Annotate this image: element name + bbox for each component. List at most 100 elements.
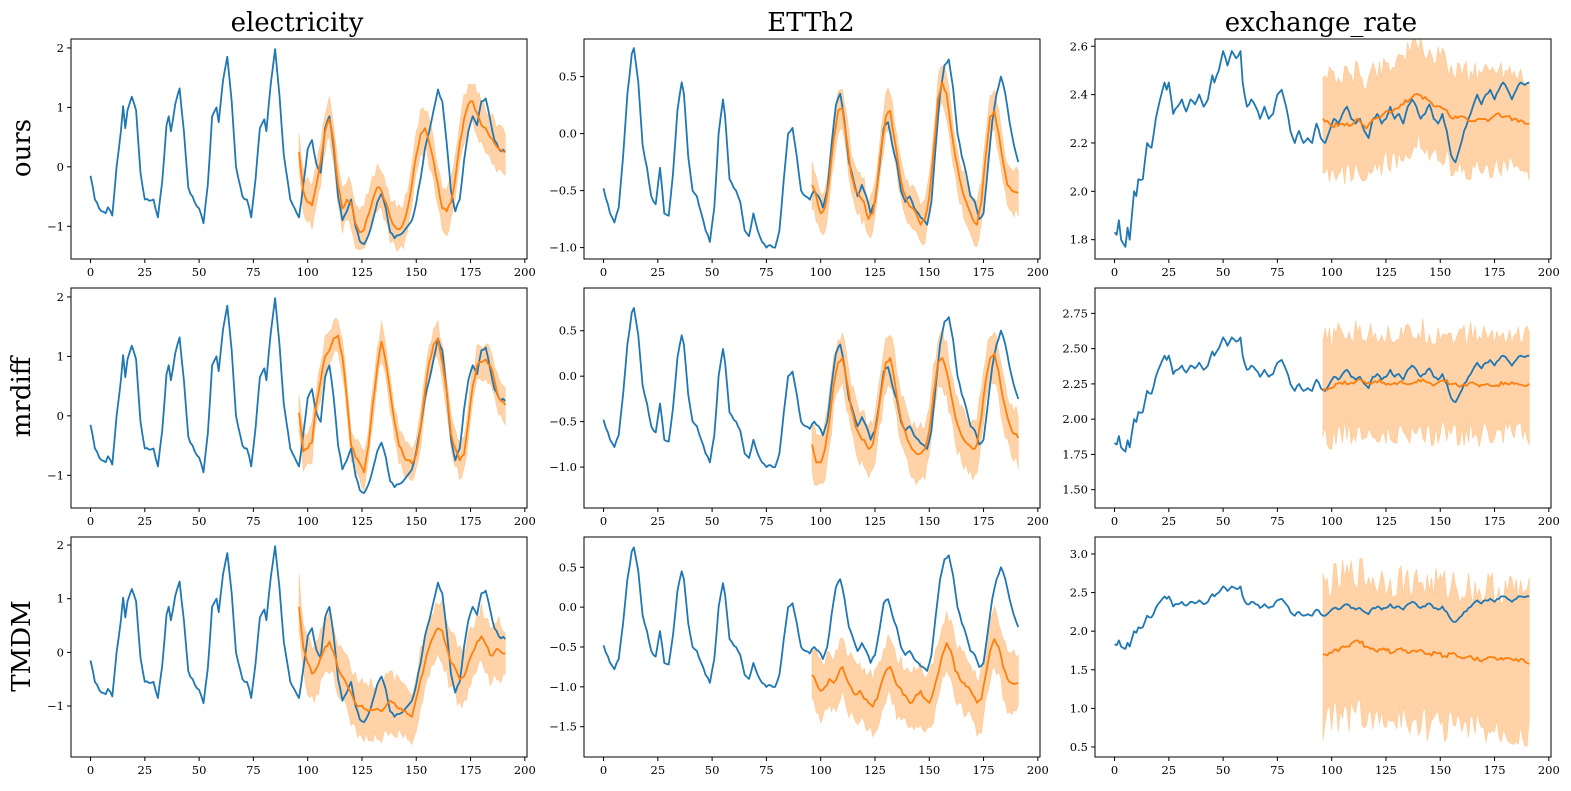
ground-truth-line <box>89 48 506 245</box>
x-tick-label: 175 <box>460 265 482 279</box>
x-tick-label: 50 <box>705 514 720 528</box>
y-tick-label: −1 <box>47 699 64 713</box>
x-tick-label: 125 <box>864 265 886 279</box>
y-tick-label: 1 <box>57 349 64 363</box>
forecast-line <box>298 334 507 474</box>
ground-truth-line <box>1114 336 1530 453</box>
y-tick-label: 1.75 <box>1062 447 1088 461</box>
x-tick-label: 50 <box>705 265 720 279</box>
y-tick-label: 0.0 <box>559 369 577 383</box>
ground-truth-line <box>1114 585 1530 650</box>
y-tick-label: −0.5 <box>549 184 577 198</box>
y-tick-label: 2.0 <box>1070 624 1088 638</box>
plot-area <box>1114 317 1530 453</box>
ground-truth-line <box>602 47 1020 249</box>
plot-area <box>602 307 1020 486</box>
y-tick-label: 2.6 <box>1070 39 1088 53</box>
x-tick-label: 200 <box>514 265 536 279</box>
x-tick-label: 0 <box>87 763 94 777</box>
y-tick-label: 1 <box>57 592 64 606</box>
x-tick-label: 200 <box>1538 514 1560 528</box>
plot-area <box>602 546 1020 738</box>
forecast-line <box>1322 378 1530 392</box>
subplot-etth2-tmdm: 0 25 50 75 100 125 150 175 200 −1.5 −1.0 −0.5 0.0 0.5 <box>549 536 1049 777</box>
y-tick-label: 2.00 <box>1062 412 1088 426</box>
ground-truth-line <box>602 546 1020 688</box>
x-tick-label: 125 <box>1375 763 1397 777</box>
y-tick-label: −1.5 <box>549 720 577 734</box>
ground-truth-line <box>89 545 506 723</box>
x-tick-label: 0 <box>87 514 94 528</box>
y-tick-label: 2.75 <box>1062 306 1088 320</box>
y-tick-label: 0 <box>57 160 64 174</box>
prediction-interval-band <box>1322 557 1530 747</box>
y-tick-label: 1.5 <box>1070 663 1088 677</box>
ground-truth-line <box>89 297 506 494</box>
y-tick-label: 0.0 <box>559 600 577 614</box>
forecast-line <box>811 81 1019 226</box>
column-title-exchange-rate: exchange_rate <box>1225 8 1417 38</box>
x-tick-label: 25 <box>1162 514 1177 528</box>
axes-frame <box>583 287 1041 509</box>
y-tick-label: 0.5 <box>559 70 577 84</box>
x-tick-label: 100 <box>810 763 832 777</box>
subplot-electricity-mrdiff: 0 25 50 75 100 125 150 175 200 −1 0 1 2 <box>47 287 536 528</box>
x-tick-label: 25 <box>651 514 666 528</box>
y-tick-label: 0 <box>57 645 64 659</box>
x-tick-label: 100 <box>297 763 319 777</box>
x-tick-label: 75 <box>246 514 261 528</box>
forecast-line <box>298 606 506 718</box>
y-tick-label: 2 <box>57 290 64 304</box>
x-tick-label: 175 <box>1484 763 1506 777</box>
x-tick-label: 200 <box>1027 265 1049 279</box>
y-tick-label: −1.0 <box>549 241 577 255</box>
prediction-interval-band <box>811 64 1019 248</box>
x-tick-label: 25 <box>1162 265 1177 279</box>
axes-frame <box>1094 38 1552 260</box>
prediction-interval-band <box>1322 317 1530 450</box>
y-tick-label: 1.8 <box>1070 233 1088 247</box>
prediction-interval-band <box>298 83 506 252</box>
x-tick-label: 75 <box>759 265 774 279</box>
x-tick-label: 0 <box>600 514 607 528</box>
x-tick-label: 50 <box>1216 265 1231 279</box>
axes-frame <box>70 287 528 509</box>
plot-area <box>89 48 506 252</box>
x-tick-label: 175 <box>460 763 482 777</box>
y-tick-label: 2.50 <box>1062 342 1088 356</box>
ground-truth-line <box>1113 50 1530 248</box>
forecast-line <box>298 100 506 234</box>
x-tick-label: 50 <box>192 763 207 777</box>
x-tick-label: 150 <box>405 514 427 528</box>
x-tick-label: 125 <box>864 514 886 528</box>
subplot-exchange-rate-mrdiff: 0 25 50 75 100 125 150 175 200 1.50 1.75 2.00 2.25 2.… <box>1062 287 1560 528</box>
y-tick-label: 3.0 <box>1070 547 1088 561</box>
axes-frame <box>583 536 1041 758</box>
subplot-exchange-rate-tmdm: 0 25 50 75 100 125 150 175 200 0.5 1.0 1.5 2.0 2.5 3.0 <box>1070 536 1560 777</box>
y-tick-label: 2.0 <box>1070 184 1088 198</box>
y-tick-label: 0.5 <box>1070 740 1088 754</box>
x-tick-label: 25 <box>138 763 153 777</box>
y-tick-label: 0.5 <box>559 324 577 338</box>
axes-frame <box>1094 536 1552 758</box>
y-tick-label: −0.5 <box>549 640 577 654</box>
y-tick-label: −1 <box>47 219 64 233</box>
column-title-electricity: electricity <box>231 8 364 38</box>
x-tick-label: 100 <box>297 514 319 528</box>
axes-frame <box>583 38 1041 260</box>
y-tick-label: 0 <box>57 409 64 423</box>
x-tick-label: 75 <box>246 763 261 777</box>
x-tick-label: 25 <box>1162 763 1177 777</box>
subplot-etth2-ours: 0 25 50 75 100 125 150 175 200 −1.0 −0.5 0.0 0.5 <box>549 38 1049 279</box>
ground-truth-line <box>602 307 1020 469</box>
y-tick-label: 2 <box>57 41 64 55</box>
row-label-tmdm: TMDM <box>7 600 37 691</box>
prediction-interval-band <box>811 327 1019 486</box>
x-tick-label: 125 <box>1375 265 1397 279</box>
row-label-mrdiff: mrdiff <box>7 354 37 437</box>
plot-area <box>89 545 506 746</box>
x-tick-label: 125 <box>864 763 886 777</box>
x-tick-label: 150 <box>918 514 940 528</box>
